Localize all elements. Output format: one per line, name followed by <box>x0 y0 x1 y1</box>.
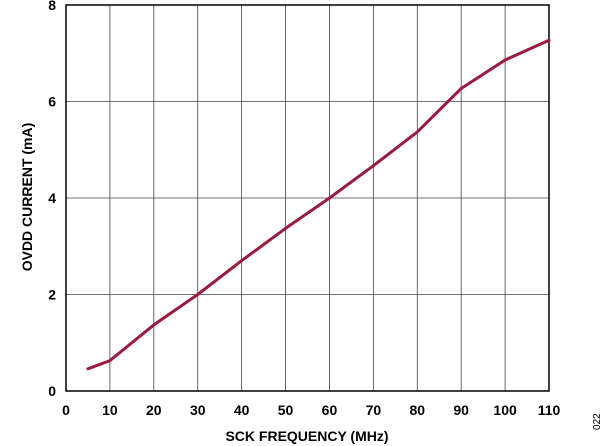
x-tick-label: 80 <box>409 402 425 418</box>
y-axis-label: OVDD CURRENT (mA) <box>19 123 35 272</box>
x-tick-label: 90 <box>453 402 469 418</box>
y-tick-label: 2 <box>48 287 56 303</box>
series-line <box>86 38 551 371</box>
x-tick-label: 70 <box>366 402 382 418</box>
x-tick-labels: 0 10 20 30 40 50 60 70 80 90 100 110 <box>62 402 560 418</box>
y-tick-label: 0 <box>48 383 56 399</box>
y-tick-label: 8 <box>48 0 56 13</box>
line-layer <box>86 38 551 371</box>
y-tick-labels: 0 2 4 6 8 <box>48 0 56 399</box>
x-tick-label: 10 <box>102 402 118 418</box>
x-tick-label: 40 <box>234 402 250 418</box>
figure-id: 022 <box>592 413 603 430</box>
x-tick-label: 60 <box>322 402 338 418</box>
x-axis-label: SCK FREQUENCY (MHz) <box>225 428 388 444</box>
x-tick-label: 100 <box>493 402 517 418</box>
grid <box>65 4 550 392</box>
plot-frame <box>65 4 550 392</box>
y-tick-label: 4 <box>48 190 56 206</box>
y-tick-label: 6 <box>48 94 56 110</box>
x-tick-label: 50 <box>278 402 294 418</box>
x-tick-label: 30 <box>190 402 206 418</box>
x-tick-label: 0 <box>62 402 70 418</box>
x-tick-label: 110 <box>538 402 561 418</box>
x-tick-label: 20 <box>146 402 162 418</box>
